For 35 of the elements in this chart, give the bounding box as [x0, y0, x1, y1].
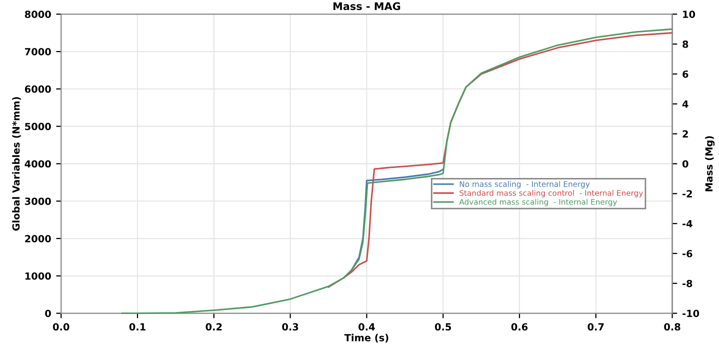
x-tick-label: 0.7: [588, 323, 604, 331]
x-tick-label: 0.8: [664, 323, 680, 331]
line-series: [121, 28, 674, 314]
x-tick-label: 0.4: [358, 323, 375, 331]
line-series: [343, 168, 444, 279]
y2-tick-label: 8: [682, 40, 688, 48]
y-tick-label: 0: [45, 310, 51, 318]
y-tick-label: 6000: [24, 85, 51, 93]
y-tick-label: 8000: [24, 10, 51, 18]
y2-tick-label: 10: [683, 10, 696, 18]
y-tick-label: 1000: [25, 272, 51, 280]
y2-tick-label: -10: [682, 310, 700, 318]
y2-tick-label: 0: [682, 160, 688, 168]
y-axis-title: Global Variables (N*mm): [12, 97, 21, 231]
x-tick-label: 0.3: [282, 323, 298, 331]
x-tick-label: 0.0: [52, 323, 70, 331]
chart-title: Mass - MAG: [333, 2, 400, 10]
y2-tick-label: 2: [682, 130, 688, 138]
y-tick-label: 2000: [25, 234, 51, 242]
y-tick-label: 3000: [24, 198, 51, 205]
y2-tick-label: 6: [682, 70, 688, 78]
y-tick-label: 7000: [24, 48, 51, 56]
y2-tick-label: -8: [682, 280, 692, 288]
y2-axis-title: Mass (Mg): [705, 136, 715, 192]
y2-tick-label: -6: [682, 250, 692, 258]
y2-tick-label: -2: [682, 190, 692, 198]
y-tick-label: 4000: [24, 160, 51, 168]
x-tick-label: 0.1: [129, 323, 146, 331]
x-axis-title: Time (s): [344, 334, 388, 342]
y-tick-label: 5000: [25, 122, 51, 130]
x-tick-label: 0.2: [206, 323, 222, 331]
y2-tick-label: 4: [682, 100, 688, 108]
x-tick-label: 0.6: [511, 323, 528, 331]
y2-tick-label: -4: [682, 220, 692, 228]
x-tick-label: 0.5: [434, 323, 452, 331]
